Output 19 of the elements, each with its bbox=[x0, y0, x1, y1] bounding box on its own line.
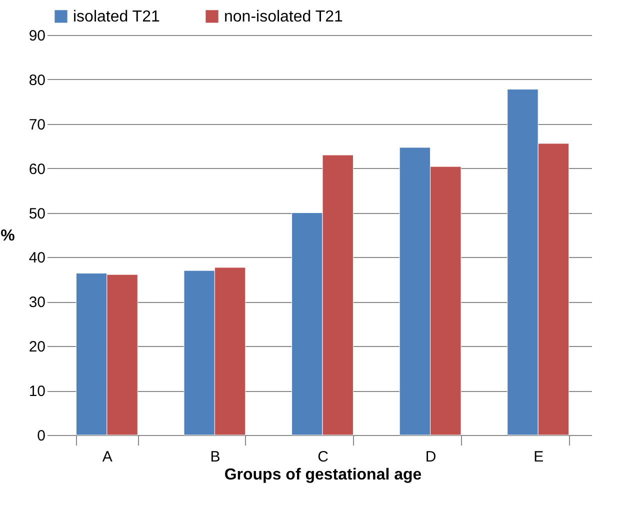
x-tick-label: B bbox=[210, 448, 220, 466]
x-tick-label: C bbox=[318, 448, 329, 466]
y-tick-label: 50 bbox=[28, 205, 46, 222]
y-tick-label: 70 bbox=[28, 116, 46, 134]
y-tick-label: 10 bbox=[28, 383, 46, 400]
y-axis-title: % bbox=[0, 228, 15, 244]
x-axis-title: Groups of gestational age bbox=[224, 466, 422, 484]
y-tick-label: 20 bbox=[28, 338, 46, 356]
legend-label: non-isolated T21 bbox=[224, 8, 343, 26]
y-tick-label: 40 bbox=[28, 250, 46, 267]
y-tick-label: 30 bbox=[28, 294, 46, 312]
y-tick-label: 60 bbox=[28, 160, 46, 178]
y-tick-label: 80 bbox=[28, 72, 46, 89]
y-tick-label: 0 bbox=[37, 428, 46, 444]
x-tick-label: D bbox=[425, 448, 436, 466]
y-tick-label: 90 bbox=[28, 28, 46, 44]
x-tick-label: A bbox=[102, 448, 112, 466]
x-tick-label: E bbox=[534, 448, 544, 466]
legend-label: isolated T21 bbox=[73, 8, 160, 26]
